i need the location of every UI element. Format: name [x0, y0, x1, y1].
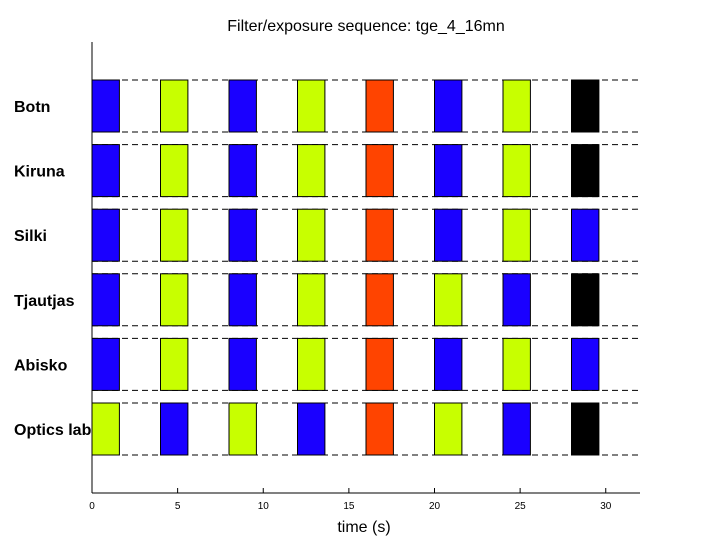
exposure-bar: [91, 144, 120, 198]
exposure-bar: [228, 144, 257, 198]
exposure-bar: [91, 79, 120, 133]
exposure-bar: [365, 79, 394, 133]
x-ticks: 0 5 10 15 20 25 30: [89, 488, 612, 512]
exposure-bar: [160, 144, 189, 198]
exposure-bar: [160, 208, 189, 262]
exposure-bar: [160, 273, 189, 327]
exposure-bar: [297, 79, 326, 133]
exposure-bar: [571, 273, 600, 327]
row-group: Optics lab: [14, 402, 640, 456]
exposure-bar: [160, 337, 189, 391]
exposure-bar: [365, 337, 394, 391]
x-tick-label: 30: [600, 501, 612, 512]
exposure-bar: [434, 144, 463, 198]
exposure-bar: [365, 273, 394, 327]
exposure-bar: [434, 273, 463, 327]
exposure-bar: [297, 402, 326, 456]
exposure-bar: [91, 273, 120, 327]
exposure-bar: [297, 273, 326, 327]
exposure-bar: [434, 402, 463, 456]
x-tick-label: 15: [343, 501, 355, 512]
exposure-bar: [502, 402, 531, 456]
exposure-bar: [434, 208, 463, 262]
chart-title: Filter/exposure sequence: tge_4_16mn: [227, 18, 505, 35]
exposure-bar: [571, 144, 600, 198]
row-group: Abisko: [14, 337, 640, 391]
exposure-bar: [297, 208, 326, 262]
exposure-bar: [91, 402, 120, 456]
exposure-bar: [434, 79, 463, 133]
exposure-bar: [502, 273, 531, 327]
row-label: Silki: [14, 228, 47, 245]
x-axis-label: time (s): [337, 519, 390, 536]
row-label: Abisko: [14, 357, 68, 374]
exposure-bar: [502, 79, 531, 133]
x-tick-label: 5: [175, 501, 181, 512]
x-tick-label: 0: [89, 501, 95, 512]
row-group: Tjautjas: [14, 273, 640, 327]
exposure-bar: [365, 144, 394, 198]
exposure-bar: [228, 337, 257, 391]
exposure-bar: [228, 273, 257, 327]
exposure-bar: [228, 208, 257, 262]
exposure-bar: [365, 402, 394, 456]
exposure-bar: [571, 402, 600, 456]
exposure-bar: [571, 337, 600, 391]
exposure-bar: [434, 337, 463, 391]
exposure-bar: [502, 337, 531, 391]
exposure-bar: [297, 337, 326, 391]
exposure-bar: [228, 402, 257, 456]
exposure-bar: [365, 208, 394, 262]
row-label: Tjautjas: [14, 293, 75, 310]
x-tick-label: 10: [258, 501, 270, 512]
row-group: Silki: [14, 208, 640, 262]
exposure-bar: [91, 337, 120, 391]
row-group: Botn: [14, 79, 640, 133]
exposure-bar: [571, 208, 600, 262]
exposure-bar: [160, 402, 189, 456]
row-label: Botn: [14, 99, 50, 116]
x-tick-label: 25: [515, 501, 527, 512]
row-label: Kiruna: [14, 164, 65, 181]
exposure-bar: [502, 144, 531, 198]
exposure-bar: [502, 208, 531, 262]
x-tick-label: 20: [429, 501, 441, 512]
exposure-bar: [297, 144, 326, 198]
row-label: Optics lab: [14, 422, 92, 439]
exposure-bar: [571, 79, 600, 133]
exposure-bar: [91, 208, 120, 262]
exposure-bar: [228, 79, 257, 133]
exposure-bar: [160, 79, 189, 133]
rows-layer: Botn Kiruna Silki Tjautjas Abisko Optics lab: [14, 79, 640, 456]
row-group: Kiruna: [14, 144, 640, 198]
